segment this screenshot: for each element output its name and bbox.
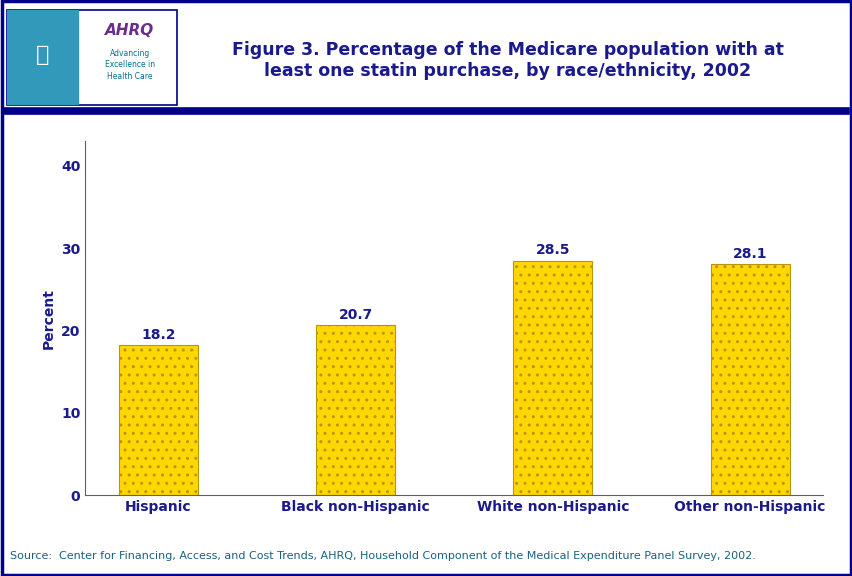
Bar (513, 260, 591, 495)
Text: Figure 3. Percentage of the Medicare population with at
least one statin purchas: Figure 3. Percentage of the Medicare pop… (232, 41, 782, 80)
Text: Advancing
Excellence in
Health Care: Advancing Excellence in Health Care (105, 50, 154, 81)
Bar (710, 264, 789, 495)
Text: AHRQ: AHRQ (105, 23, 154, 38)
Text: Source:  Center for Financing, Access, and Cost Trends, AHRQ, Household Componen: Source: Center for Financing, Access, an… (10, 551, 755, 561)
Text: 28.1: 28.1 (732, 247, 767, 260)
Bar (7, 10, 78, 105)
Y-axis label: Percent: Percent (42, 288, 55, 348)
Text: 18.2: 18.2 (141, 328, 176, 342)
Text: 20.7: 20.7 (338, 308, 372, 321)
Text: 🦅: 🦅 (36, 46, 49, 66)
Bar (316, 325, 394, 495)
Text: 28.5: 28.5 (535, 243, 569, 257)
Bar (118, 346, 198, 495)
